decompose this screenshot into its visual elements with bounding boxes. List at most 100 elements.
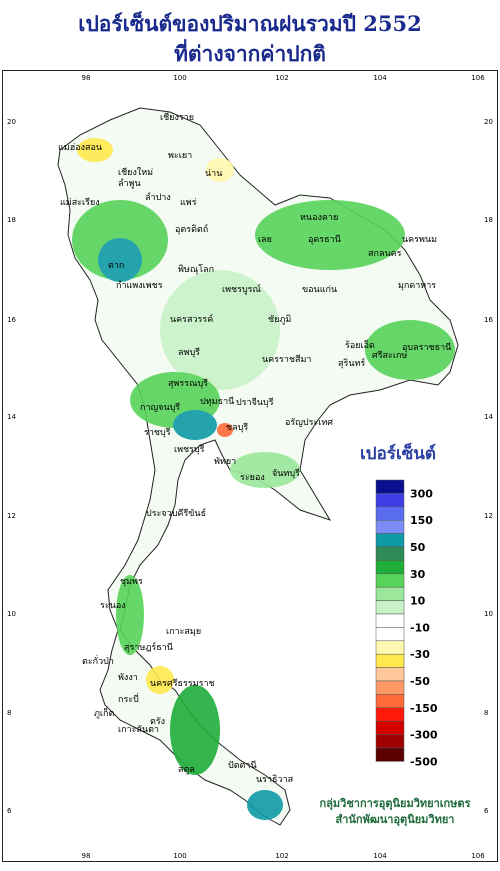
lon-tick-104-bottom: 104 bbox=[373, 852, 387, 860]
lat-tick-16-left: 16 bbox=[7, 316, 16, 324]
legend-swatch-18 bbox=[375, 720, 405, 735]
legend-label-5: -10 bbox=[410, 621, 430, 634]
province-label-tak: ตาก bbox=[108, 261, 124, 271]
lat-tick-6-left: 6 bbox=[7, 807, 12, 815]
province-label-pattaya: พัทยา bbox=[214, 457, 236, 467]
lon-tick-102-bottom: 102 bbox=[275, 852, 288, 860]
province-label-phayao: พะเยา bbox=[168, 151, 192, 161]
shade-central-light bbox=[160, 270, 280, 390]
province-label-chonburi: ชลบุรี bbox=[226, 422, 248, 433]
lat-ticks-left: 20 18 16 14 12 10 8 6 bbox=[7, 118, 16, 815]
province-label-sakon-nakhon: สกลนคร bbox=[368, 249, 402, 259]
lat-tick-12-left: 12 bbox=[7, 512, 16, 520]
shade-north-yellow bbox=[77, 138, 113, 162]
legend-swatch-4 bbox=[375, 533, 405, 548]
lat-tick-10-left: 10 bbox=[7, 610, 16, 618]
lon-tick-106-bottom: 106 bbox=[471, 852, 485, 860]
legend-swatch-9 bbox=[375, 600, 405, 615]
province-label-nakhon-si: นครศรีธรรมราช bbox=[150, 678, 215, 689]
province-label-chiang-mai: เชียงใหม่ bbox=[118, 167, 153, 178]
province-label-phetchaburi: เพชรบุรี bbox=[174, 444, 205, 455]
province-label-ubon: อุบลราชธานี bbox=[402, 342, 451, 353]
legend-label-2: 50 bbox=[410, 541, 426, 554]
province-label-rayong: ระยอง bbox=[240, 473, 265, 483]
lon-ticks-top: 98 100 102 104 106 bbox=[82, 74, 486, 82]
lat-tick-10-right: 10 bbox=[484, 610, 493, 618]
province-label-khon-kaen: ขอนแก่น bbox=[302, 285, 337, 295]
province-label-phetchabun: เพชรบูรณ์ bbox=[222, 283, 261, 295]
credit-line2: สำนักพัฒนาอุตุนิยมวิทยา bbox=[335, 813, 455, 826]
province-label-surin: สุรินทร์ bbox=[338, 357, 365, 369]
lat-tick-8-right: 8 bbox=[484, 709, 488, 717]
legend-title: เปอร์เซ็นต์ bbox=[360, 444, 436, 464]
province-label-aranyaprathet: อรัญประเทศ bbox=[285, 418, 333, 428]
legend-swatch-17 bbox=[375, 707, 405, 722]
legend-swatch-1 bbox=[375, 493, 405, 508]
shade-bkk-teal bbox=[173, 410, 217, 440]
province-label-chumphon: ชุมพร bbox=[120, 577, 143, 587]
lon-tick-100-top: 100 bbox=[173, 74, 186, 82]
province-label-pathum-thani: ปทุมธานี bbox=[200, 396, 234, 407]
province-label-chaiyaphum: ชัยภูมิ bbox=[268, 314, 291, 325]
province-label-mae-hong-son: แม่ฮ่องสอน bbox=[58, 143, 102, 153]
province-label-kamphaeng-phet: กำแพงเพชร bbox=[116, 280, 163, 291]
shade-peninsula-green bbox=[116, 575, 144, 655]
province-label-satun: สตูล bbox=[178, 765, 195, 775]
lat-tick-20-right: 20 bbox=[484, 118, 493, 126]
province-label-lampang: ลำปาง bbox=[145, 192, 171, 203]
province-label-ko-samui: เกาะสมุย bbox=[166, 627, 201, 637]
legend-swatch-16 bbox=[375, 694, 405, 709]
legend-swatch-2 bbox=[375, 506, 405, 521]
lat-tick-12-right: 12 bbox=[484, 512, 493, 520]
legend-label-0: 300 bbox=[410, 487, 433, 500]
province-label-roi-et: ร้อยเอ็ด bbox=[345, 338, 375, 351]
legend-swatch-14 bbox=[375, 667, 405, 682]
province-label-takua-pa: ตะกั่วป่า bbox=[82, 654, 114, 667]
legend-swatch-10 bbox=[375, 613, 405, 628]
province-label-sisaket: ศรีสะเกษ bbox=[372, 350, 407, 361]
province-label-phrae: แพร่ bbox=[180, 198, 197, 208]
legend-label-3: 30 bbox=[410, 568, 426, 581]
legend-label-7: -50 bbox=[410, 675, 430, 688]
province-label-uttaradit: อุตรดิตถ์ bbox=[175, 223, 208, 235]
legend-swatch-15 bbox=[375, 680, 405, 695]
province-label-mukdahan: มุกดาหาร bbox=[398, 281, 436, 291]
province-label-narathiwat: นราธิวาส bbox=[256, 774, 294, 785]
province-label-phang-nga: พังงา bbox=[118, 673, 138, 683]
shade-tak-teal bbox=[98, 238, 142, 282]
shade-south-yellow bbox=[146, 666, 174, 694]
lat-tick-14-right: 14 bbox=[484, 413, 493, 421]
legend-label-10: -500 bbox=[410, 755, 438, 768]
legend-label-6: -30 bbox=[410, 648, 430, 661]
rainfall-shading bbox=[72, 138, 455, 820]
lat-tick-14-left: 14 bbox=[7, 413, 16, 421]
province-label-suphanburi: สุพรรณบุรี bbox=[168, 378, 208, 389]
lat-tick-18-right: 18 bbox=[484, 216, 493, 224]
map-title-line2: ที่ต่างจากค่าปกติ bbox=[174, 41, 326, 66]
province-label-nakhon-ratchasima: นครราชสีมา bbox=[262, 354, 311, 365]
province-label-phuket: ภูเก็ต bbox=[94, 706, 114, 719]
legend-swatch-6 bbox=[375, 560, 405, 575]
legend-swatch-13 bbox=[375, 653, 405, 668]
legend-swatch-5 bbox=[375, 546, 405, 561]
lat-tick-8-left: 8 bbox=[7, 709, 11, 717]
province-label-lopburi: ลพบุรี bbox=[178, 347, 200, 358]
legend-swatch-19 bbox=[375, 734, 405, 749]
province-label-mae-sariang: แม่สะเรียง bbox=[60, 197, 100, 208]
credit-line1: กลุ่มวิชาการอุตุนิยมวิทยาเกษตร bbox=[319, 797, 471, 810]
lon-tick-100-bottom: 100 bbox=[173, 852, 186, 860]
lon-ticks-bottom: 98 100 102 104 106 bbox=[82, 852, 486, 860]
province-label-chiang-rai: เชียงราย bbox=[160, 112, 194, 123]
province-label-nong-khai: หนองคาย bbox=[300, 213, 338, 223]
province-label-pattani: ปัตตานี bbox=[228, 760, 257, 771]
lat-tick-18-left: 18 bbox=[7, 216, 16, 224]
legend-label-8: -150 bbox=[410, 702, 438, 715]
legend-label-1: 150 bbox=[410, 514, 433, 527]
province-label-phitsanulok: พิษณุโลก bbox=[178, 264, 214, 275]
province-label-nakhon-sawan: นครสวรรค์ bbox=[170, 313, 213, 325]
province-label-ranong: ระนอง bbox=[100, 601, 126, 611]
legend-label-4: 10 bbox=[410, 595, 426, 608]
province-label-loei: เลย bbox=[258, 235, 272, 245]
legend-swatch-0 bbox=[375, 479, 405, 494]
